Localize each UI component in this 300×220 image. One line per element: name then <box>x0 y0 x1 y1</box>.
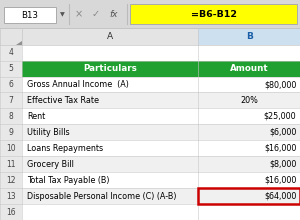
Text: =B6-B12: =B6-B12 <box>190 10 237 18</box>
Text: 20%: 20% <box>240 96 258 105</box>
Bar <box>22 124 198 140</box>
Bar <box>0 188 22 204</box>
Text: 4: 4 <box>8 48 13 57</box>
Bar <box>198 172 300 188</box>
Bar <box>130 4 297 24</box>
Bar <box>198 92 300 108</box>
Text: Particulars: Particulars <box>83 64 137 73</box>
Text: 11: 11 <box>6 160 16 169</box>
Bar <box>198 140 300 156</box>
Text: B13: B13 <box>21 11 38 20</box>
Text: fx: fx <box>109 10 118 18</box>
Text: 5: 5 <box>8 64 13 73</box>
Bar <box>22 61 198 77</box>
Text: 9: 9 <box>8 128 13 137</box>
Text: 6: 6 <box>8 80 13 89</box>
Bar <box>198 124 300 140</box>
Bar <box>22 156 198 172</box>
Text: ×: × <box>75 9 83 19</box>
Bar <box>198 156 300 172</box>
Bar <box>0 172 22 188</box>
Bar <box>198 61 300 77</box>
Bar <box>0 61 22 77</box>
Bar <box>22 204 198 220</box>
Bar <box>0 140 22 156</box>
Text: ✓: ✓ <box>91 9 99 19</box>
Bar <box>22 77 198 92</box>
Text: 13: 13 <box>6 192 16 201</box>
Bar <box>0 0 300 28</box>
Text: $25,000: $25,000 <box>264 112 296 121</box>
Bar <box>0 77 22 92</box>
Bar <box>198 204 300 220</box>
Bar <box>22 108 198 124</box>
Text: $6,000: $6,000 <box>269 128 296 137</box>
Text: Utility Bills: Utility Bills <box>27 128 70 137</box>
Bar <box>0 108 22 124</box>
Bar <box>198 188 300 204</box>
Bar <box>198 77 300 92</box>
Text: $16,000: $16,000 <box>264 144 296 153</box>
Bar <box>198 188 300 204</box>
Text: A: A <box>107 32 113 41</box>
Bar <box>22 188 198 204</box>
Text: B: B <box>246 32 253 41</box>
Text: 8: 8 <box>8 112 13 121</box>
Bar <box>22 172 198 188</box>
Polygon shape <box>16 41 22 45</box>
Bar <box>0 156 22 172</box>
Bar <box>0 28 22 45</box>
Text: $80,000: $80,000 <box>264 80 296 89</box>
Text: Rent: Rent <box>27 112 45 121</box>
Bar <box>198 45 300 61</box>
Text: $8,000: $8,000 <box>269 160 296 169</box>
Bar <box>4 7 56 23</box>
Text: $16,000: $16,000 <box>264 176 296 185</box>
Text: 7: 7 <box>8 96 13 105</box>
Bar <box>198 108 300 124</box>
Bar <box>198 28 300 45</box>
Text: 16: 16 <box>6 207 16 216</box>
Text: $64,000: $64,000 <box>264 192 296 201</box>
Text: ▼: ▼ <box>60 13 64 18</box>
Bar <box>0 204 22 220</box>
Text: Loans Repayments: Loans Repayments <box>27 144 103 153</box>
Bar <box>0 45 22 61</box>
Text: Grocery Bill: Grocery Bill <box>27 160 74 169</box>
Text: Gross Annual Income  (A): Gross Annual Income (A) <box>27 80 129 89</box>
Bar <box>22 140 198 156</box>
Text: Total Tax Payable (B): Total Tax Payable (B) <box>27 176 110 185</box>
Bar <box>22 28 198 45</box>
Bar <box>0 92 22 108</box>
Text: 10: 10 <box>6 144 16 153</box>
Text: Disposable Personal Income (C) (A-B): Disposable Personal Income (C) (A-B) <box>27 192 176 201</box>
Text: Amount: Amount <box>230 64 268 73</box>
Bar <box>22 45 198 61</box>
Text: 12: 12 <box>6 176 16 185</box>
Bar <box>0 124 22 140</box>
Bar <box>22 92 198 108</box>
Text: Effective Tax Rate: Effective Tax Rate <box>27 96 99 105</box>
